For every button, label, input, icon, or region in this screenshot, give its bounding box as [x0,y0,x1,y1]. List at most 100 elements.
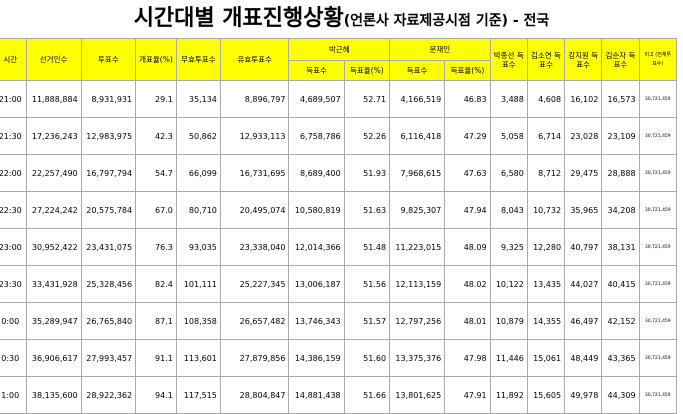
header-park-share: 득표율(%) [343,60,391,81]
header-valid: 유효투표수 [219,38,290,81]
cell-time: 0:00 [0,302,27,340]
cell-invalid: 101,111 [175,265,221,303]
cell-candidate-3: 5,058 [489,117,528,155]
cell-park-votes: 13,746,343 [288,302,345,340]
cell-invalid: 50,862 [175,117,221,155]
cell-moon-votes: 12,797,256 [389,302,446,340]
cell-candidate-4: 14,355 [526,302,566,340]
cell-park-share: 51.63 [343,191,391,229]
cell-park-share: 51.57 [343,302,391,340]
cell-candidate-3: 10,879 [489,302,528,340]
cell-valid: 23,338,040 [219,228,290,266]
cell-moon-share: 48.01 [444,302,491,340]
cell-valid: 16,731,695 [219,154,290,192]
cell-invalid: 80,710 [175,191,221,229]
page-title: 시간대별 개표진행상황(언론사 자료제공시점 기준) - 전국 [0,0,683,38]
cell-park-share: 51.60 [343,339,391,377]
cell-candidate-4: 15,605 [526,376,566,414]
cell-park-share: 51.56 [343,265,391,303]
header-candidate-4: 김소연 득표수 [526,38,566,81]
cell-park-votes: 12,014,366 [288,228,345,266]
cell-time: 23:00 [0,228,27,266]
table-row: 22:30 27,224,242 20,575,784 67.0 80,710 … [0,191,678,229]
cell-candidate-6: 38,131 [601,228,640,266]
cell-candidate-3: 9,325 [489,228,528,266]
cell-electorate: 36,906,617 [25,339,82,377]
cell-candidate-3: 8,043 [489,191,528,229]
cell-candidate-4: 13,435 [526,265,566,303]
cell-candidate-6: 42,152 [601,302,640,340]
cell-moon-votes: 7,968,615 [389,154,446,192]
cell-park-share: 52.71 [343,80,391,118]
cell-count-rate: 94.1 [135,376,177,414]
cell-candidate-5: 23,028 [564,117,603,155]
table-row: 22:00 22,257,490 16,797,794 54.7 66,099 … [0,154,678,192]
header-moon-votes: 득표수 [389,60,446,81]
cell-candidate-6: 43,365 [601,339,640,377]
table-row: 1:00 38,135,600 28,922,362 94.1 117,515 … [0,376,678,414]
header-candidate-5: 강지원 득표수 [564,38,603,81]
cell-turnout: 28,922,362 [80,376,137,414]
cell-count-rate: 91.1 [135,339,177,377]
table-row: 0:30 36,906,617 27,993,457 91.1 113,601 … [0,339,678,377]
cell-valid: 8,896,797 [219,80,290,118]
cell-moon-share: 48.09 [444,228,491,266]
cell-candidate-5: 46,497 [564,302,603,340]
cell-candidate-4: 8,712 [526,154,566,192]
cell-candidate-5: 40,797 [564,228,603,266]
header-electorate: 선거인수 [25,38,82,81]
cell-note: 30,721,459 [638,191,678,229]
header-candidate-3: 박종선 득표수 [489,38,528,81]
cell-turnout: 8,931,931 [80,80,137,118]
cell-time: 22:30 [0,191,27,229]
header-turnout: 투표수 [80,38,137,81]
cell-note: 30,721,459 [638,302,678,340]
cell-candidate-6: 23,109 [601,117,640,155]
cell-candidate-3: 3,488 [489,80,528,118]
cell-moon-share: 48.02 [444,265,491,303]
cell-valid: 27,879,856 [219,339,290,377]
cell-candidate-4: 6,714 [526,117,566,155]
cell-count-rate: 67.0 [135,191,177,229]
cell-moon-share: 47.63 [444,154,491,192]
header-time: 시간 [0,38,27,81]
cell-time: 22:00 [0,154,27,192]
cell-park-share: 51.93 [343,154,391,192]
cell-count-rate: 54.7 [135,154,177,192]
vote-count-table: 시간 선거인수 투표수 개표율(%) 무효투표수 유효투표수 박근혜 문재인 박… [0,38,678,414]
table-row: 23:30 33,431,928 25,328,456 82.4 101,111… [0,265,678,303]
cell-electorate: 35,289,947 [25,302,82,340]
cell-valid: 28,804,847 [219,376,290,414]
cell-candidate-3: 10,122 [489,265,528,303]
cell-candidate-3: 11,892 [489,376,528,414]
cell-candidate-5: 29,475 [564,154,603,192]
cell-moon-share: 47.98 [444,339,491,377]
cell-note: 30,721,459 [638,80,678,118]
cell-candidate-6: 44,309 [601,376,640,414]
cell-turnout: 12,983,975 [80,117,137,155]
cell-valid: 26,657,482 [219,302,290,340]
cell-park-share: 51.48 [343,228,391,266]
cell-candidate-4: 4,608 [526,80,566,118]
cell-moon-share: 47.29 [444,117,491,155]
cell-moon-votes: 4,166,519 [389,80,446,118]
cell-electorate: 22,257,490 [25,154,82,192]
cell-park-votes: 13,006,187 [288,265,345,303]
cell-candidate-6: 34,208 [601,191,640,229]
header-moon: 문재인 [389,38,491,61]
cell-park-votes: 4,689,507 [288,80,345,118]
title-sub: (언론사 자료제공시점 기준) - 전국 [343,13,550,29]
cell-note: 30,721,459 [638,265,678,303]
cell-invalid: 66,099 [175,154,221,192]
cell-electorate: 33,431,928 [25,265,82,303]
cell-electorate: 11,888,884 [25,80,82,118]
cell-electorate: 38,135,600 [25,376,82,414]
cell-electorate: 30,952,422 [25,228,82,266]
cell-electorate: 17,236,243 [25,117,82,155]
cell-invalid: 108,358 [175,302,221,340]
cell-park-votes: 14,881,438 [288,376,345,414]
cell-moon-votes: 13,801,625 [389,376,446,414]
cell-turnout: 25,328,456 [80,265,137,303]
cell-candidate-3: 6,580 [489,154,528,192]
cell-candidate-3: 11,446 [489,339,528,377]
